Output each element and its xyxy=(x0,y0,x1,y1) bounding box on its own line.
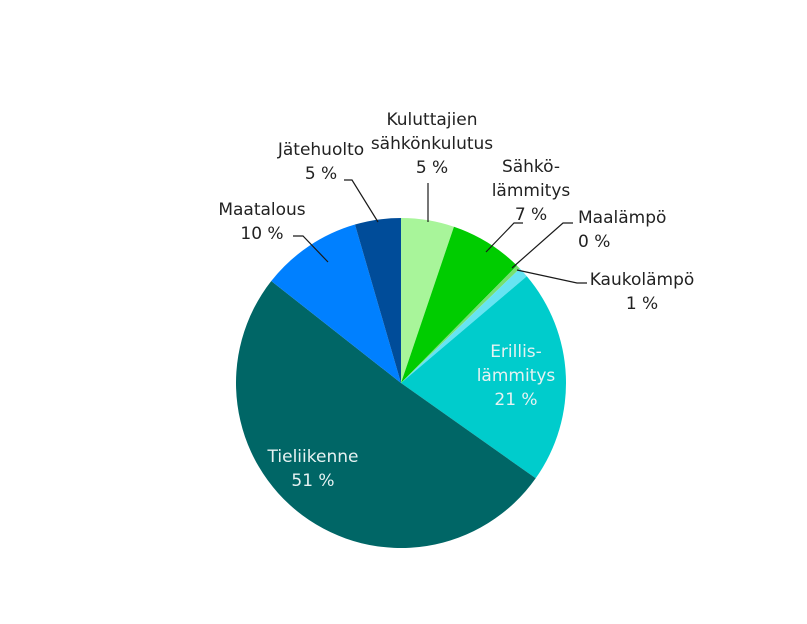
pie-slice-erillis-lammitys xyxy=(401,276,566,479)
slice-name-label: Tieliikenne xyxy=(267,447,359,467)
slice-label-kuluttajien-sahkonkulutus: Kuluttajien sähkönkulutus 5 % xyxy=(371,110,493,178)
slice-label-tieliikenne: Tieliikenne 51 % xyxy=(267,447,359,491)
pie-slice-kaukolampo xyxy=(401,268,527,383)
slice-name-label: lämmitys xyxy=(492,181,571,201)
slice-name-label: lämmitys xyxy=(477,366,556,386)
slice-label-kaukolampo: Kaukolämpö 1 % xyxy=(590,270,695,314)
pie-slice-sahko-lammitys xyxy=(401,226,517,383)
slice-value-label: 10 % xyxy=(240,224,283,244)
leader-line-maalampo xyxy=(511,222,573,269)
slice-value-label: 0 % xyxy=(578,232,610,252)
slice-name-label: Jätehuolto xyxy=(277,140,364,160)
leader-line-maatalous xyxy=(293,235,329,263)
leader-line-kaukolampo xyxy=(516,269,587,284)
slice-label-erillis-lammitys: Erillis-lämmitys 21 % xyxy=(477,342,556,410)
slice-value-label: 5 % xyxy=(305,164,337,184)
leader-line-sahko-lammitys xyxy=(485,222,523,253)
slice-value-label: 51 % xyxy=(291,471,334,491)
slice-name-label: Kuluttajien xyxy=(386,110,477,130)
slice-value-label: 5 % xyxy=(416,158,448,178)
slice-label-sahko-lammitys: Sähkö-lämmitys 7 % xyxy=(492,157,571,225)
leader-line-jatehuolto xyxy=(344,179,379,223)
slice-value-label: 7 % xyxy=(515,205,547,225)
slice-value-label: 1 % xyxy=(626,294,658,314)
pie-slice-maatalous xyxy=(271,224,401,383)
pie-slice-maalampo xyxy=(401,265,520,383)
slice-name-label: Maalämpö xyxy=(578,208,666,228)
slice-name-label: Kaukolämpö xyxy=(590,270,695,290)
pie-slice-kuluttajien-sahkonkulutus xyxy=(401,218,454,383)
slice-label-maatalous: Maatalous 10 % xyxy=(218,200,305,244)
slice-name-label: Sähkö- xyxy=(502,157,560,177)
slice-value-label: 21 % xyxy=(494,390,537,410)
slice-name-label: sähkönkulutus xyxy=(371,134,493,154)
slice-name-label: Maatalous xyxy=(218,200,305,220)
slice-name-label: Erillis- xyxy=(490,342,542,362)
pie-slice-jatehuolto xyxy=(354,218,401,383)
pie-slice-tieliikenne xyxy=(235,281,536,549)
slice-label-maalampo: Maalämpö 0 % xyxy=(578,208,666,252)
slice-label-jatehuolto: Jätehuolto 5 % xyxy=(277,140,364,184)
